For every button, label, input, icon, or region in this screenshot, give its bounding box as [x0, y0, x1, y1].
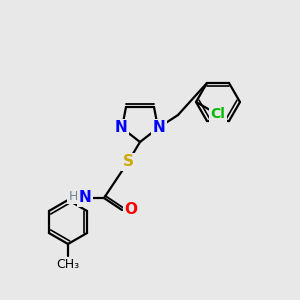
Text: CH₃: CH₃ — [56, 259, 80, 272]
Text: H: H — [69, 190, 78, 202]
Text: N: N — [79, 190, 92, 206]
Text: N: N — [153, 121, 165, 136]
Text: N: N — [115, 121, 128, 136]
Text: Cl: Cl — [211, 107, 225, 121]
Text: O: O — [124, 202, 137, 217]
Text: S: S — [122, 154, 134, 169]
